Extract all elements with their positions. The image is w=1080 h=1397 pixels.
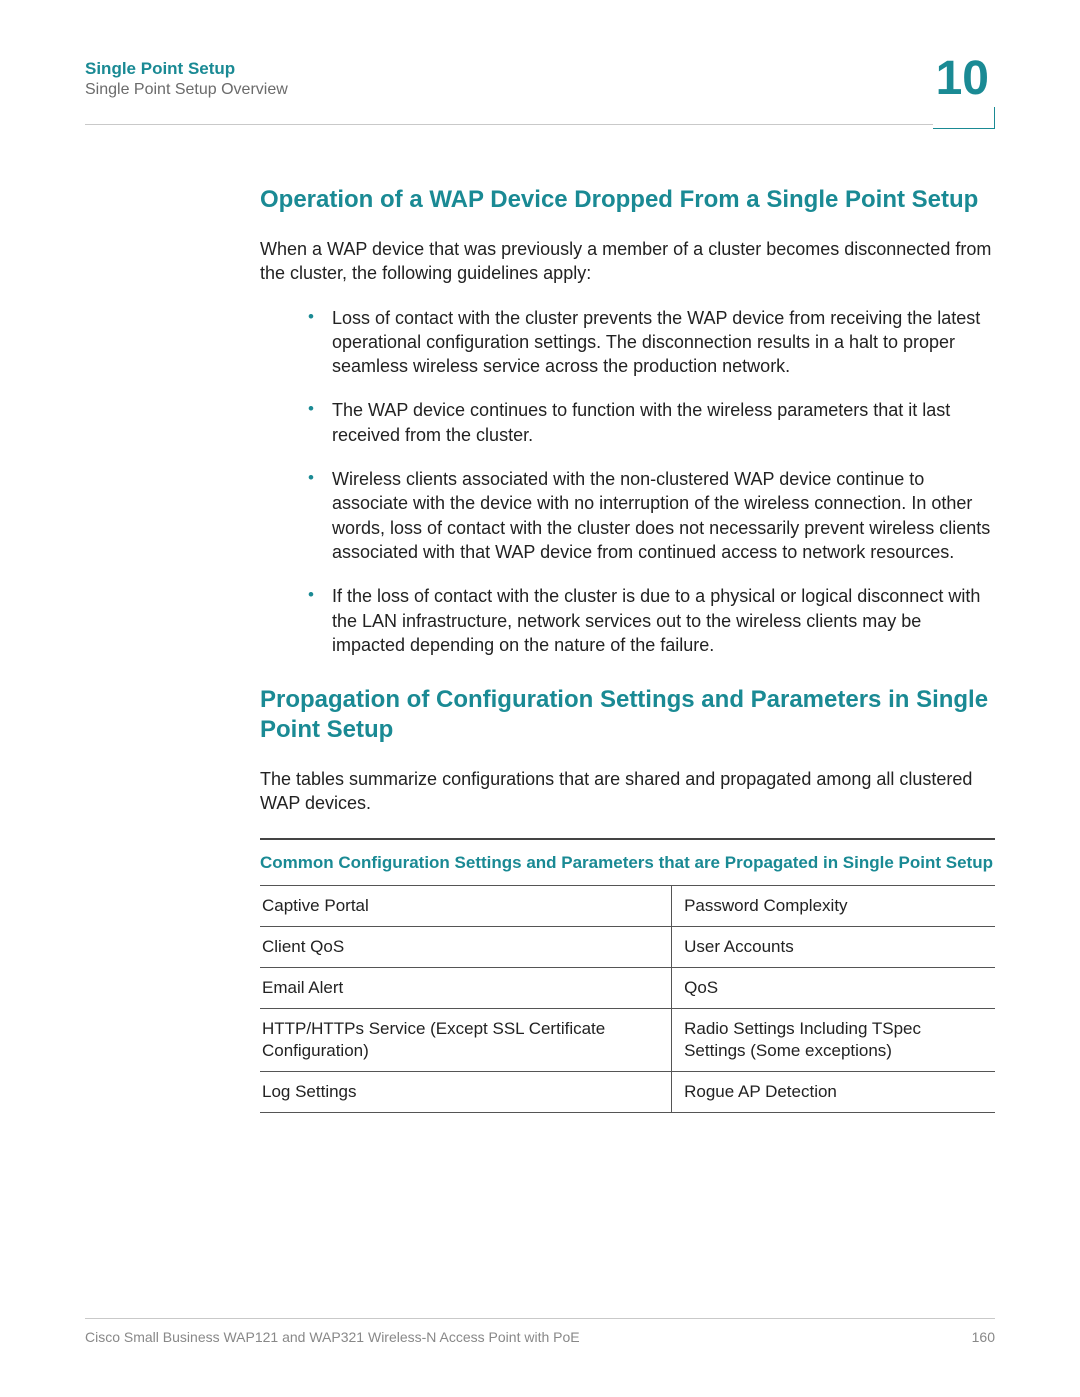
table-cell: HTTP/HTTPs Service (Except SSL Certifica… — [260, 1008, 672, 1071]
bullet-item: Wireless clients associated with the non… — [308, 467, 995, 564]
section2-intro: The tables summarize configurations that… — [260, 767, 995, 816]
table-cell: Client QoS — [260, 926, 672, 967]
header-left: Single Point Setup Single Point Setup Ov… — [85, 55, 288, 99]
table-top-rule — [260, 838, 995, 840]
table-cell: Log Settings — [260, 1072, 672, 1113]
table-row: HTTP/HTTPs Service (Except SSL Certifica… — [260, 1008, 995, 1071]
bullet-item: Loss of contact with the cluster prevent… — [308, 306, 995, 379]
table-cell: User Accounts — [672, 926, 995, 967]
section1-intro: When a WAP device that was previously a … — [260, 237, 995, 286]
header-subtitle: Single Point Setup Overview — [85, 81, 288, 99]
config-table: Captive Portal Password Complexity Clien… — [260, 885, 995, 1114]
section1-heading: Operation of a WAP Device Dropped From a… — [260, 185, 995, 215]
table-cell: Radio Settings Including TSpec Settings … — [672, 1008, 995, 1071]
table-row: Email Alert QoS — [260, 967, 995, 1008]
table-cell: Email Alert — [260, 967, 672, 1008]
section1-bullets: Loss of contact with the cluster prevent… — [260, 306, 995, 658]
table-cell: Rogue AP Detection — [672, 1072, 995, 1113]
table-row: Client QoS User Accounts — [260, 926, 995, 967]
header-rule — [85, 124, 933, 125]
chapter-block: 10 — [933, 55, 995, 129]
chapter-rule — [933, 107, 995, 129]
chapter-number: 10 — [933, 55, 995, 103]
bullet-item: The WAP device continues to function wit… — [308, 398, 995, 447]
bullet-item: If the loss of contact with the cluster … — [308, 584, 995, 657]
table-cell: Captive Portal — [260, 885, 672, 926]
table-cell: QoS — [672, 967, 995, 1008]
main-content: Operation of a WAP Device Dropped From a… — [260, 185, 995, 1113]
header-title: Single Point Setup — [85, 59, 288, 79]
page-header: Single Point Setup Single Point Setup Ov… — [85, 55, 995, 129]
footer-page-number: 160 — [972, 1329, 995, 1345]
footer-left: Cisco Small Business WAP121 and WAP321 W… — [85, 1329, 580, 1345]
table-cell: Password Complexity — [672, 885, 995, 926]
config-table-block: Common Configuration Settings and Parame… — [260, 838, 995, 1114]
table-title: Common Configuration Settings and Parame… — [260, 852, 995, 875]
section2-heading: Propagation of Configuration Settings an… — [260, 685, 995, 745]
page-footer: Cisco Small Business WAP121 and WAP321 W… — [85, 1318, 995, 1345]
table-row: Captive Portal Password Complexity — [260, 885, 995, 926]
table-row: Log Settings Rogue AP Detection — [260, 1072, 995, 1113]
